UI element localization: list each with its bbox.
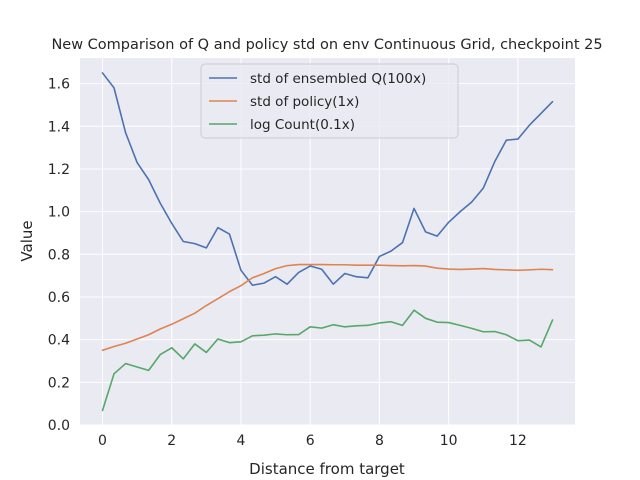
y-axis-label: Value [18,220,36,261]
y-tick-label: 1.6 [48,77,70,93]
x-tick-label: 12 [509,433,527,449]
y-tick-label: 0.6 [48,290,70,306]
series-layer [101,72,554,412]
y-tick-label: 1.2 [48,162,70,178]
x-axis-label: Distance from target [249,460,405,478]
x-tick-label: 0 [98,433,107,449]
chart-title: New Comparison of Q and policy std on en… [51,37,602,53]
x-tick-label: 10 [440,433,458,449]
legend-label-q-std: std of ensembled Q(100x) [250,71,426,87]
series-line-policy-std [101,263,554,352]
x-tick-label: 2 [167,433,176,449]
tick-labels: 0 2 4 6 8 10 12 0.0 0.2 0.4 0.6 0.8 1.0 1.2 1.4 1.6 [48,77,527,449]
x-tick-label: 8 [375,433,384,449]
y-tick-label: 0.8 [48,247,70,263]
legend-label-log-count: log Count(0.1x) [250,117,355,133]
y-tick-label: 1.4 [48,119,70,135]
series-line-log-count [101,309,554,412]
legend-label-policy-std: std of policy(1x) [250,94,359,110]
x-tick-label: 4 [237,433,246,449]
x-tick-label: 6 [306,433,315,449]
series-line-q-std [101,72,554,287]
y-tick-label: 0.2 [48,375,70,391]
y-tick-label: 0.4 [48,333,70,349]
y-tick-label: 1.0 [48,205,70,221]
legend: std of ensembled Q(100x) std of policy(1… [200,63,459,139]
legend-box [200,63,459,139]
y-tick-label: 0.0 [48,418,70,434]
